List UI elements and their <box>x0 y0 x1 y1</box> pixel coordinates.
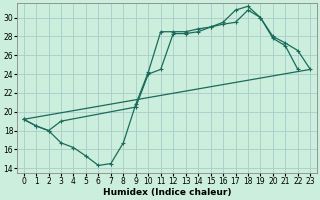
X-axis label: Humidex (Indice chaleur): Humidex (Indice chaleur) <box>103 188 231 197</box>
